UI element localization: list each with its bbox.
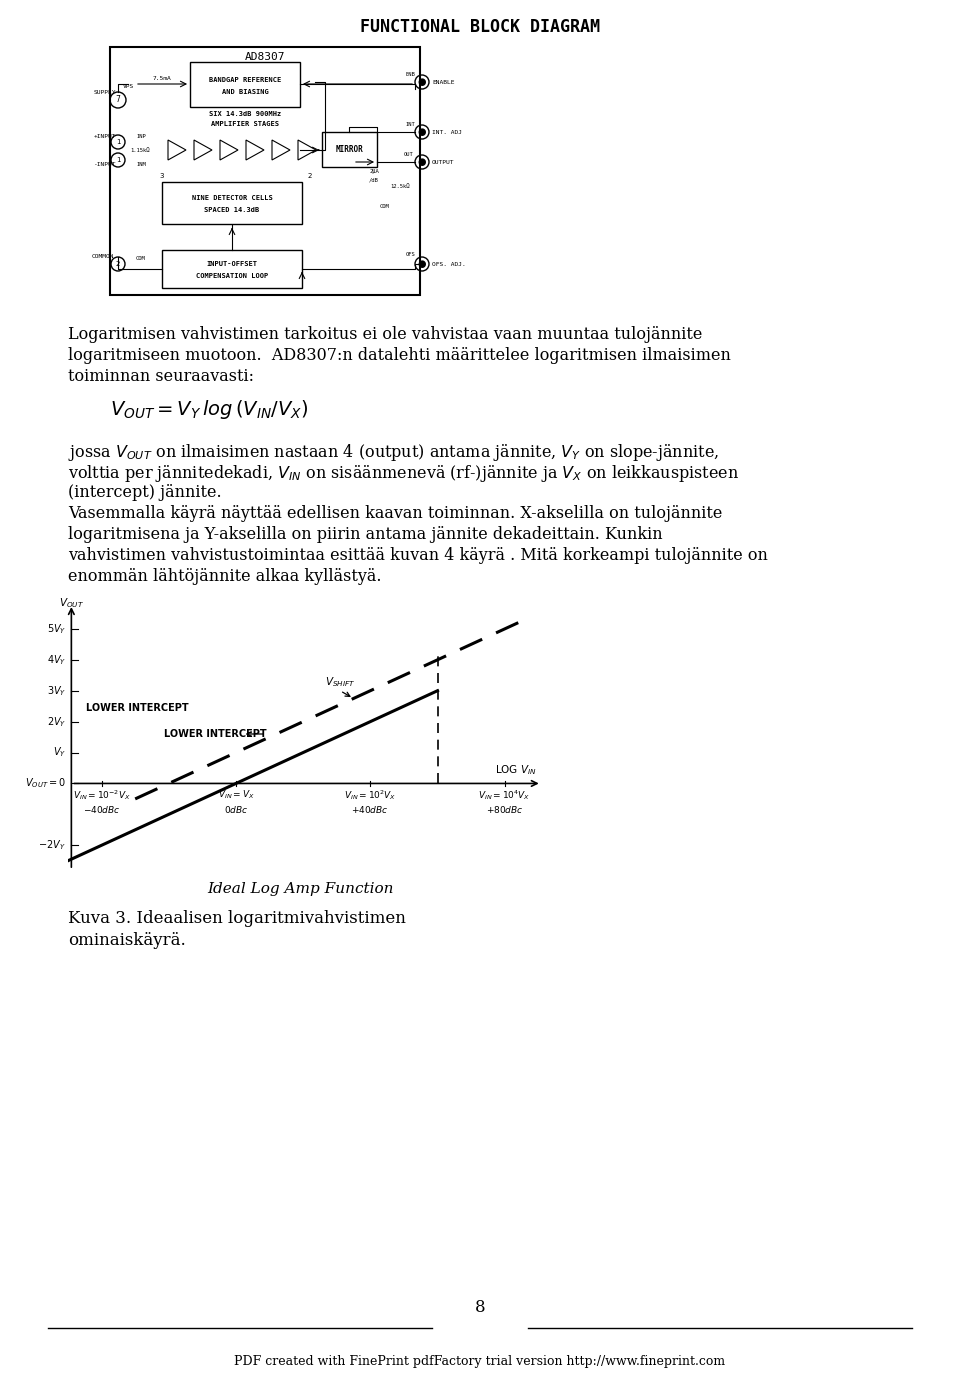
Text: $V_{IN}=10^{-2}V_X$: $V_{IN}=10^{-2}V_X$ — [73, 788, 131, 802]
Text: INPUT-OFFSET: INPUT-OFFSET — [206, 261, 257, 267]
Text: $V_{IN}=V_X$: $V_{IN}=V_X$ — [218, 788, 254, 801]
Text: COM: COM — [136, 256, 146, 260]
Text: 2: 2 — [308, 173, 312, 179]
Text: LOWER INTERCEPT: LOWER INTERCEPT — [86, 703, 189, 713]
Text: volttia per jännitedekadi, $V_{IN}$ on sisäänmenevä (rf-)jännite ja $V_X$ on lei: volttia per jännitedekadi, $V_{IN}$ on s… — [68, 462, 739, 484]
Text: COM: COM — [380, 205, 390, 209]
Text: $V_{IN}=10^2V_X$: $V_{IN}=10^2V_X$ — [344, 788, 396, 802]
Text: 1.15kΩ: 1.15kΩ — [131, 149, 150, 154]
Text: INM: INM — [136, 162, 146, 168]
Text: $V_{OUT}= V_Y\,log\,(V_{IN}/V_X)$: $V_{OUT}= V_Y\,log\,(V_{IN}/V_X)$ — [110, 398, 309, 421]
Text: AMPLIFIER STAGES: AMPLIFIER STAGES — [211, 121, 279, 127]
Text: 1: 1 — [116, 157, 120, 162]
Text: ●: ● — [418, 77, 426, 87]
Text: 7.5mA: 7.5mA — [153, 76, 172, 81]
Text: $V_{OUT}=0$: $V_{OUT}=0$ — [25, 776, 66, 790]
Bar — [110, 47, 420, 294]
Text: INT: INT — [405, 121, 415, 127]
Text: INP: INP — [136, 135, 146, 139]
Text: SPACED 14.3dB: SPACED 14.3dB — [204, 206, 259, 213]
Text: ENB: ENB — [405, 72, 415, 77]
Text: OUTPUT: OUTPUT — [432, 160, 454, 165]
Text: $0dBc$: $0dBc$ — [224, 804, 249, 815]
Text: 2μA: 2μA — [370, 169, 379, 175]
Text: $+40dBc$: $+40dBc$ — [351, 804, 389, 815]
Text: $-2V_Y$: $-2V_Y$ — [38, 838, 66, 852]
Bar — [162, 250, 302, 288]
Bar — [190, 62, 300, 107]
Text: 8: 8 — [474, 1299, 486, 1315]
Polygon shape — [194, 140, 212, 160]
Text: COMPENSATION LOOP: COMPENSATION LOOP — [196, 272, 268, 279]
Text: 3: 3 — [159, 173, 164, 179]
Bar — [322, 132, 377, 166]
Text: $2V_Y$: $2V_Y$ — [46, 714, 66, 728]
Text: $3V_Y$: $3V_Y$ — [46, 684, 66, 698]
Text: ●: ● — [418, 259, 426, 268]
Polygon shape — [168, 140, 186, 160]
Text: 12.5kΩ: 12.5kΩ — [391, 184, 410, 190]
Text: Vasemmalla käyrä näyttää edellisen kaavan toiminnan. X-akselilla on tulojännite: Vasemmalla käyrä näyttää edellisen kaava… — [68, 505, 722, 522]
Text: logaritmisena ja Y-akselilla on piirin antama jännite dekadeittain. Kunkin: logaritmisena ja Y-akselilla on piirin a… — [68, 526, 662, 544]
Text: AND BIASING: AND BIASING — [222, 89, 269, 95]
Text: $5V_Y$: $5V_Y$ — [46, 622, 66, 636]
Polygon shape — [220, 140, 238, 160]
Text: 2: 2 — [116, 261, 120, 267]
Text: LOWER INTERCEPT: LOWER INTERCEPT — [163, 729, 266, 739]
Text: jossa $V_{OUT}$ on ilmaisimen nastaan 4 (output) antama jännite, $V_Y$ on slope-: jossa $V_{OUT}$ on ilmaisimen nastaan 4 … — [68, 442, 719, 462]
Polygon shape — [272, 140, 290, 160]
Text: SUPPLY: SUPPLY — [94, 89, 116, 95]
Text: OUT: OUT — [403, 151, 413, 157]
Text: OFS: OFS — [405, 252, 415, 256]
Text: SIX 14.3dB 900MHz: SIX 14.3dB 900MHz — [209, 111, 281, 117]
Text: $V_Y$: $V_Y$ — [53, 746, 66, 760]
Text: FUNCTIONAL BLOCK DIAGRAM: FUNCTIONAL BLOCK DIAGRAM — [360, 18, 600, 36]
Text: ominaiskäyrä.: ominaiskäyrä. — [68, 932, 185, 949]
Text: 7: 7 — [115, 95, 120, 105]
Text: $V_{OUT}$: $V_{OUT}$ — [59, 597, 84, 611]
Text: $+80dBc$: $+80dBc$ — [486, 804, 523, 815]
Text: BANDGAP REFERENCE: BANDGAP REFERENCE — [209, 77, 281, 83]
Text: LOG $V_{IN}$: LOG $V_{IN}$ — [494, 762, 537, 776]
Text: ●: ● — [418, 157, 426, 166]
Text: Ideal Log Amp Function: Ideal Log Amp Function — [206, 882, 394, 896]
Polygon shape — [298, 140, 316, 160]
Text: logaritmiseen muotoon.  AD8307:n datalehti määrittelee logaritmisen ilmaisimen: logaritmiseen muotoon. AD8307:n dataleht… — [68, 347, 731, 365]
Bar — [162, 182, 302, 224]
Text: ●: ● — [418, 127, 426, 138]
Text: $V_{SHIFT}$: $V_{SHIFT}$ — [324, 676, 355, 689]
Text: OFS. ADJ.: OFS. ADJ. — [432, 261, 466, 267]
Text: $4V_Y$: $4V_Y$ — [46, 654, 66, 667]
Text: Logaritmisen vahvistimen tarkoitus ei ole vahvistaa vaan muuntaa tulojännite: Logaritmisen vahvistimen tarkoitus ei ol… — [68, 326, 703, 343]
Polygon shape — [246, 140, 264, 160]
Text: Kuva 3. Ideaalisen logaritmivahvistimen: Kuva 3. Ideaalisen logaritmivahvistimen — [68, 910, 406, 927]
Text: AD8307: AD8307 — [245, 52, 285, 62]
Text: (intercept) jännite.: (intercept) jännite. — [68, 484, 222, 501]
Text: /dB: /dB — [370, 178, 379, 183]
Text: $V_{IN}=10^4V_X$: $V_{IN}=10^4V_X$ — [478, 788, 531, 802]
Text: COMMON: COMMON — [92, 255, 114, 260]
Text: NINE DETECTOR CELLS: NINE DETECTOR CELLS — [192, 195, 273, 201]
Text: toiminnan seuraavasti:: toiminnan seuraavasti: — [68, 367, 254, 385]
Text: vahvistimen vahvistustoimintaa esittää kuvan 4 käyrä . Mitä korkeampi tulojännit: vahvistimen vahvistustoimintaa esittää k… — [68, 548, 768, 564]
Text: VPS: VPS — [122, 84, 133, 89]
Text: PDF created with FinePrint pdfFactory trial version http://www.fineprint.com: PDF created with FinePrint pdfFactory tr… — [234, 1355, 726, 1368]
Text: ENABLE: ENABLE — [432, 80, 454, 84]
Text: -INPUT: -INPUT — [94, 162, 116, 168]
Text: +INPUT: +INPUT — [94, 133, 116, 139]
Text: $-40dBc$: $-40dBc$ — [83, 804, 120, 815]
Text: MIRROR: MIRROR — [335, 146, 363, 154]
Text: INT. ADJ: INT. ADJ — [432, 129, 462, 135]
Text: 1: 1 — [116, 139, 120, 144]
Text: enommän lähtöjännite alkaa kyllästyä.: enommän lähtöjännite alkaa kyllästyä. — [68, 568, 381, 585]
